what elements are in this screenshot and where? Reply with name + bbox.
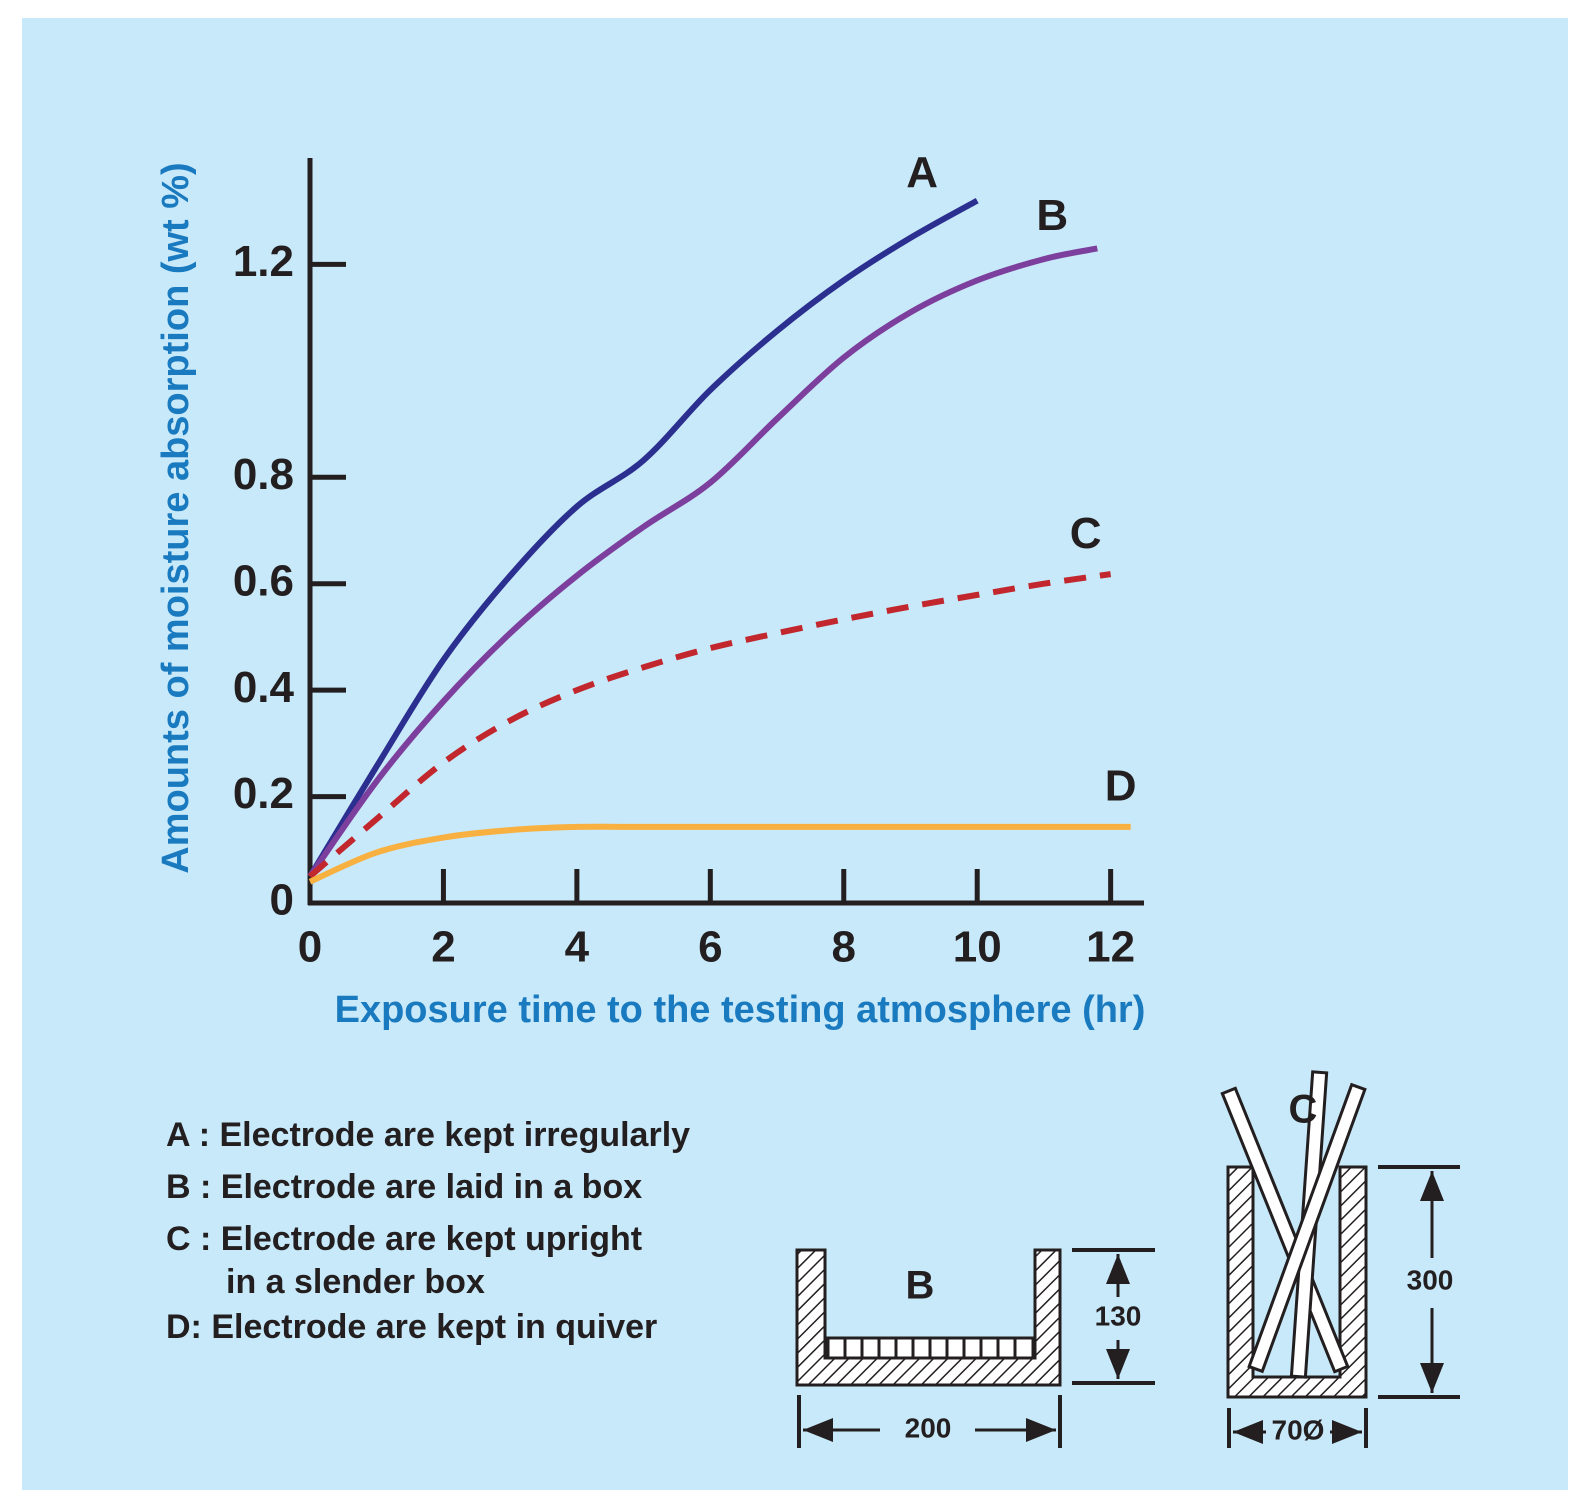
note: D: Electrode are kept in quiver bbox=[166, 1308, 657, 1346]
diagram-label: C bbox=[1289, 1088, 1318, 1132]
y-tick-label: 0.2 bbox=[233, 769, 294, 818]
y-tick-label: 0.4 bbox=[233, 663, 295, 712]
diagram-label: B bbox=[906, 1264, 935, 1308]
chart: 0 0.2 0.4 0.6 0.8 1.2 0 2 4 6 8 10 12 A B C D Exposure t… bbox=[0, 0, 1578, 1500]
series-label: C bbox=[1070, 509, 1102, 558]
series-label: A bbox=[906, 148, 938, 197]
series-label: B bbox=[1036, 191, 1068, 240]
note: C : Electrode are kept upright bbox=[166, 1220, 642, 1258]
x-tick-label: 8 bbox=[832, 923, 856, 972]
y-tick-label: 0.8 bbox=[233, 450, 294, 499]
x-tick-label: 4 bbox=[565, 923, 590, 972]
x-tick-label: 6 bbox=[698, 923, 722, 972]
x-tick-label: 10 bbox=[953, 923, 1002, 972]
notes: A : Electrode are kept irregularly B : E… bbox=[166, 1116, 690, 1346]
y-tick-label: 0.6 bbox=[233, 556, 294, 605]
y-axis-label: Amounts of moisture absorption (wt %) bbox=[155, 162, 197, 873]
dimension: 300 bbox=[1407, 1264, 1454, 1295]
dimension: 200 bbox=[905, 1412, 952, 1443]
x-tick-label: 0 bbox=[298, 923, 322, 972]
note: B : Electrode are laid in a box bbox=[166, 1168, 642, 1206]
dimension: 130 bbox=[1095, 1300, 1142, 1331]
y-tick-label: 1.2 bbox=[233, 237, 294, 286]
x-tick-label: 2 bbox=[431, 923, 455, 972]
series-label: D bbox=[1105, 762, 1137, 811]
x-tick-label: 12 bbox=[1086, 923, 1135, 972]
x-axis-label: Exposure time to the testing atmosphere … bbox=[335, 989, 1146, 1031]
note: in a slender box bbox=[226, 1263, 485, 1301]
note: A : Electrode are kept irregularly bbox=[166, 1116, 690, 1154]
dimension: 70Ø bbox=[1272, 1414, 1325, 1445]
y-tick-label: 0 bbox=[270, 876, 294, 925]
